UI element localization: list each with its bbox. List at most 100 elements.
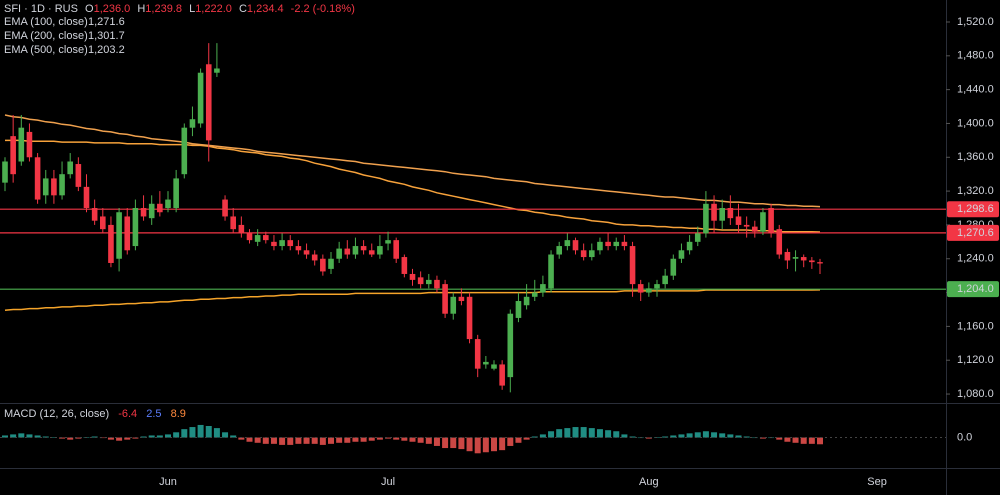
candle-body (222, 199, 228, 217)
candle-body (328, 258, 334, 269)
candle-body (377, 246, 383, 255)
macd-bar (596, 429, 603, 438)
candle-body (197, 72, 204, 124)
candle-body (295, 246, 302, 251)
plot (0, 43, 946, 454)
candle-body (271, 241, 277, 247)
macd-bar (466, 437, 473, 452)
macd-bar (230, 435, 237, 438)
candle-body (173, 178, 179, 209)
macd-bar (401, 437, 408, 441)
candle-body (670, 258, 677, 276)
macd-bar (10, 434, 17, 438)
macd-bar (222, 432, 229, 438)
candle-body (784, 251, 791, 261)
candle-body (59, 174, 65, 196)
candle-body (401, 257, 408, 274)
price-label: 1,298.6 (957, 203, 994, 215)
macd-bar (719, 433, 726, 438)
macd-bar (507, 437, 514, 446)
candle-body (26, 131, 33, 158)
macd-bar (702, 431, 709, 438)
macd-bar (784, 437, 791, 442)
macd-bar (140, 436, 147, 438)
macd-bar (711, 432, 718, 438)
macd-bar (678, 434, 685, 438)
macd-bar (181, 429, 188, 438)
macd-bar (442, 437, 449, 449)
field-key: H (137, 3, 145, 15)
legend-value: 1,271.6 (88, 16, 125, 28)
x-tick-label: Aug (639, 476, 659, 488)
candle-body (311, 254, 318, 261)
y-tick-label: 1,360.0 (957, 151, 994, 163)
candle-body (91, 208, 98, 221)
macd-bar (417, 437, 424, 443)
candle-body (10, 136, 16, 175)
macd-bar (173, 432, 180, 438)
macd-bar (116, 437, 123, 441)
macd-bar (18, 433, 25, 438)
macd-bar (662, 436, 669, 438)
macd-bar (75, 437, 82, 439)
macd-bar (776, 437, 783, 440)
macd-bar (588, 428, 595, 438)
candle-body (2, 161, 8, 183)
candle-body (589, 250, 595, 258)
macd-bar (409, 437, 416, 442)
macd-bar (213, 428, 220, 438)
legend-name: EMA (200, close) (4, 30, 88, 42)
macd-bar (817, 437, 823, 445)
candle-body (678, 250, 685, 259)
macd-bar (458, 437, 465, 450)
candle-body (254, 235, 261, 242)
macd-bar (564, 428, 571, 438)
ema-line (4, 289, 821, 312)
candle-body (368, 250, 375, 255)
candle-body (450, 296, 457, 314)
price-label-box (947, 224, 999, 241)
candle-body (83, 186, 90, 209)
candle-body (564, 240, 571, 247)
y-tick-label: 1,400.0 (957, 117, 994, 129)
candle-body (531, 292, 538, 297)
macd-bar (523, 437, 530, 440)
candle-body (18, 127, 25, 162)
macd-bar (156, 435, 163, 438)
candle-body (703, 203, 709, 234)
candle-body (124, 216, 131, 251)
macd-bar (197, 424, 204, 438)
candle-body (42, 178, 49, 196)
macd-bar (808, 437, 815, 444)
candle-body (279, 240, 285, 247)
macd-bar (287, 437, 294, 445)
macd-bar (132, 437, 139, 439)
macd-bar (613, 431, 620, 438)
macd-bar (743, 436, 750, 438)
macd-bar (539, 434, 546, 438)
macd-bar (621, 434, 628, 438)
candle-body (540, 284, 546, 293)
legend-value: 1,301.7 (88, 30, 125, 42)
field-value: 1,239.8 (145, 3, 182, 15)
candle-body (637, 284, 644, 293)
macd-bar (148, 435, 155, 438)
y-tick-label: 1,480.0 (957, 50, 994, 62)
candle-body (352, 246, 359, 255)
candle-body (686, 241, 693, 251)
candle-body (140, 208, 147, 217)
field-key: L (189, 3, 195, 15)
macd-bar (433, 437, 440, 446)
macd-bar (270, 437, 277, 444)
macd-bar (792, 437, 799, 443)
candle-body (760, 212, 766, 232)
change: -2.2 (-0.18%) (291, 3, 355, 15)
candle-body (466, 296, 473, 340)
candle-body (711, 203, 717, 221)
candle-body (474, 339, 481, 369)
candle-body (263, 235, 269, 241)
candle-body (507, 313, 514, 378)
